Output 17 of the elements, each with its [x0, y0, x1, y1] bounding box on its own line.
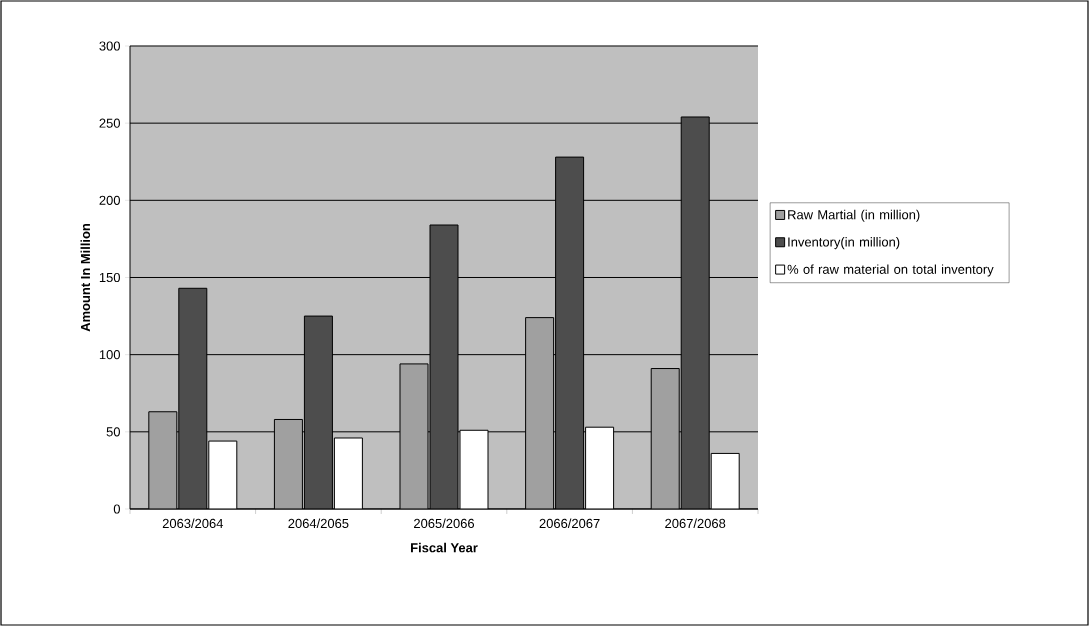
- x-axis-title: Fiscal Year: [411, 542, 478, 553]
- legend-label: % of raw material on total inventory: [787, 264, 994, 277]
- legend-label: Raw Martial (in million): [788, 209, 920, 222]
- y-tick-label: 300: [99, 41, 120, 51]
- y-tick-label: 250: [99, 118, 120, 128]
- y-tick-label: 50: [106, 427, 120, 437]
- x-tick-label: 2063/2064: [162, 518, 224, 529]
- y-axis-title: Amount In Million: [80, 223, 91, 332]
- x-tick-label: 2065/2066: [414, 518, 475, 529]
- y-tick-label: 200: [99, 195, 120, 205]
- y-tick-label: 100: [99, 350, 120, 360]
- x-tick-label: 2064/2065: [288, 518, 349, 529]
- y-tick-label: 0: [113, 504, 120, 514]
- y-tick-label: 150: [99, 272, 120, 283]
- x-tick-label: 2066/2067: [539, 518, 600, 529]
- legend-label: Inventory(in million): [788, 237, 900, 250]
- x-tick-label: 2067/2068: [665, 518, 726, 529]
